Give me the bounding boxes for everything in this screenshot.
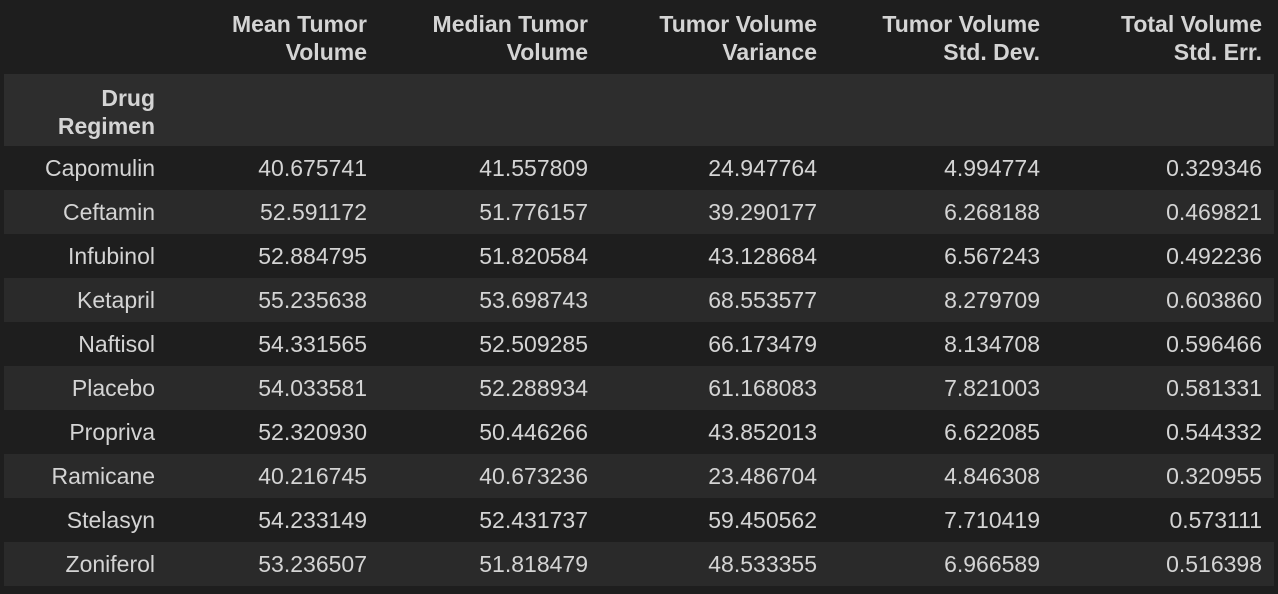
index-name-header: Drug Regimen <box>57 85 155 139</box>
summary-statistics-table: Mean Tumor Volume Median Tumor Volume Tumo… <box>4 0 1274 586</box>
index-row-empty-cell <box>600 74 829 146</box>
table-cell: 39.290177 <box>708 198 817 225</box>
table-cell: 6.622085 <box>944 418 1040 445</box>
table-cell: 53.698743 <box>479 286 588 313</box>
table-cell: 66.173479 <box>708 330 817 357</box>
row-label: Propriva <box>69 418 155 445</box>
table-cell: 0.516398 <box>1166 550 1262 577</box>
table-cell: 53.236507 <box>258 550 367 577</box>
table-cell: 52.288934 <box>479 374 588 401</box>
row-label: Ramicane <box>51 462 155 489</box>
table-cell: 6.567243 <box>944 242 1040 269</box>
table-cell: 55.235638 <box>258 286 367 313</box>
table-cell: 54.033581 <box>258 374 367 401</box>
table-cell: 54.233149 <box>258 506 367 533</box>
table-cell: 51.776157 <box>479 198 588 225</box>
table-cell: 54.331565 <box>258 330 367 357</box>
table-cell: 0.469821 <box>1166 198 1262 225</box>
table-cell: 52.884795 <box>258 242 367 269</box>
row-label: Naftisol <box>78 330 155 357</box>
column-header-std-err: Total Volume Std. Err. <box>1121 11 1262 65</box>
row-label: Ketapril <box>77 286 155 313</box>
table-cell: 40.675741 <box>258 154 367 181</box>
table-cell: 50.446266 <box>479 418 588 445</box>
row-label: Ceftamin <box>62 198 155 225</box>
table-row: Stelasyn 54.233149 52.431737 59.450562 7.710… <box>4 498 1274 542</box>
table-cell: 41.557809 <box>479 154 588 181</box>
table-header: Mean Tumor Volume Median Tumor Volume Tumo… <box>4 0 1274 146</box>
row-label: Infubinol <box>68 242 155 269</box>
table-cell: 0.603860 <box>1166 286 1262 313</box>
table-cell: 0.596466 <box>1166 330 1262 357</box>
table-cell: 52.591172 <box>259 198 367 225</box>
table-cell: 61.168083 <box>708 374 817 401</box>
table-cell: 51.818479 <box>479 550 588 577</box>
index-name-row: Drug Regimen <box>4 74 1274 146</box>
table-cell: 23.486704 <box>708 462 817 489</box>
table-cell: 8.134708 <box>944 330 1040 357</box>
table-cell: 7.821003 <box>944 374 1040 401</box>
column-header-variance: Tumor Volume Variance <box>659 11 817 65</box>
table-cell: 0.492236 <box>1166 242 1262 269</box>
column-header-row: Mean Tumor Volume Median Tumor Volume Tumo… <box>4 0 1274 74</box>
table-cell: 43.852013 <box>708 418 817 445</box>
table-cell: 51.820584 <box>479 242 588 269</box>
table-cell: 0.329346 <box>1166 154 1262 181</box>
table-cell: 7.710419 <box>944 506 1040 533</box>
table-cell: 52.320930 <box>258 418 367 445</box>
table-row: Capomulin 40.675741 41.557809 24.947764 4.99… <box>4 146 1274 190</box>
table-cell: 43.128684 <box>708 242 817 269</box>
table-body: Capomulin 40.675741 41.557809 24.947764 4.99… <box>4 146 1274 586</box>
table-row: Infubinol 52.884795 51.820584 43.128684 6.56… <box>4 234 1274 278</box>
table-cell: 40.673236 <box>479 462 588 489</box>
index-row-empty-cell <box>1052 74 1274 146</box>
table-row: Placebo 54.033581 52.288934 61.168083 7.8210… <box>4 366 1274 410</box>
table-row: Propriva 52.320930 50.446266 43.852013 6.622… <box>4 410 1274 454</box>
table-cell: 6.268188 <box>944 198 1040 225</box>
table-cell: 0.581331 <box>1166 374 1262 401</box>
table-cell: 68.553577 <box>708 286 817 313</box>
table-cell: 48.533355 <box>708 550 817 577</box>
index-row-empty-cell <box>379 74 600 146</box>
table-row: Ramicane 40.216745 40.673236 23.486704 4.846… <box>4 454 1274 498</box>
table-cell: 24.947764 <box>708 154 817 181</box>
row-label: Placebo <box>71 374 155 401</box>
row-label: Zoniferol <box>65 550 155 577</box>
table-row: Zoniferol 53.236507 51.818479 48.533355 6.96… <box>4 542 1274 586</box>
column-header-median: Median Tumor Volume <box>432 11 588 65</box>
table-cell: 4.846308 <box>944 462 1040 489</box>
table-row: Ketapril 55.235638 53.698743 68.553577 8.279… <box>4 278 1274 322</box>
column-header-std-dev: Tumor Volume Std. Dev. <box>882 11 1040 65</box>
table-cell: 0.544332 <box>1166 418 1262 445</box>
table-cell: 0.320955 <box>1166 462 1262 489</box>
column-header-mean: Mean Tumor Volume <box>231 11 367 65</box>
blank-corner-cell <box>4 0 167 74</box>
index-row-empty-cell <box>829 74 1052 146</box>
table-cell: 4.994774 <box>944 154 1040 181</box>
table-row: Naftisol 54.331565 52.509285 66.173479 8.134… <box>4 322 1274 366</box>
row-label: Stelasyn <box>66 506 155 533</box>
table-cell: 6.966589 <box>944 550 1040 577</box>
table-cell: 0.573111 <box>1169 506 1262 533</box>
dataframe-output: Mean Tumor Volume Median Tumor Volume Tumo… <box>4 0 1274 586</box>
table-cell: 8.279709 <box>944 286 1040 313</box>
table-cell: 59.450562 <box>708 506 817 533</box>
table-row: Ceftamin 52.591172 51.776157 39.290177 6.268… <box>4 190 1274 234</box>
row-label: Capomulin <box>45 154 155 181</box>
table-cell: 40.216745 <box>258 462 367 489</box>
table-cell: 52.509285 <box>479 330 588 357</box>
table-cell: 52.431737 <box>479 506 588 533</box>
index-row-empty-cell <box>167 74 379 146</box>
